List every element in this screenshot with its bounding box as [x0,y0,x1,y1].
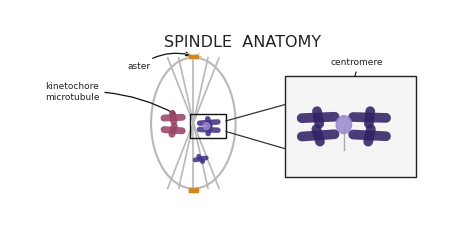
Text: centromere: centromere [331,58,383,67]
Bar [189,188,198,192]
Ellipse shape [336,116,352,134]
Bar [189,55,198,58]
Text: kinetochore
microtubule: kinetochore microtubule [45,82,175,114]
Ellipse shape [203,123,210,130]
Text: Kinetochore: Kinetochore [344,147,398,175]
Text: SPINDLE  ANATOMY: SPINDLE ANATOMY [164,35,321,50]
Text: aster: aster [127,52,189,71]
Bar [191,114,226,138]
Bar [285,76,416,177]
